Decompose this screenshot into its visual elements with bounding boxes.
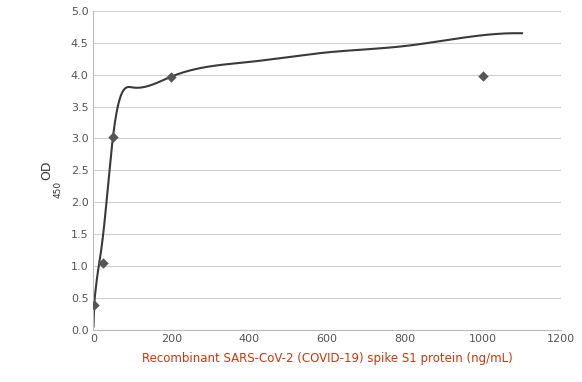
Point (98, 260, 108, 266)
Point (90, 303, 99, 309)
Point (166, 74, 176, 80)
Text: 450: 450 (54, 181, 63, 198)
Text: Recombinant SARS-CoV-2 (COVID-19) spike S1 protein (ng/mL): Recombinant SARS-CoV-2 (COVID-19) spike … (142, 352, 513, 365)
Text: OD: OD (40, 160, 53, 180)
Point (108, 134, 118, 140)
Point (478, 73, 488, 79)
